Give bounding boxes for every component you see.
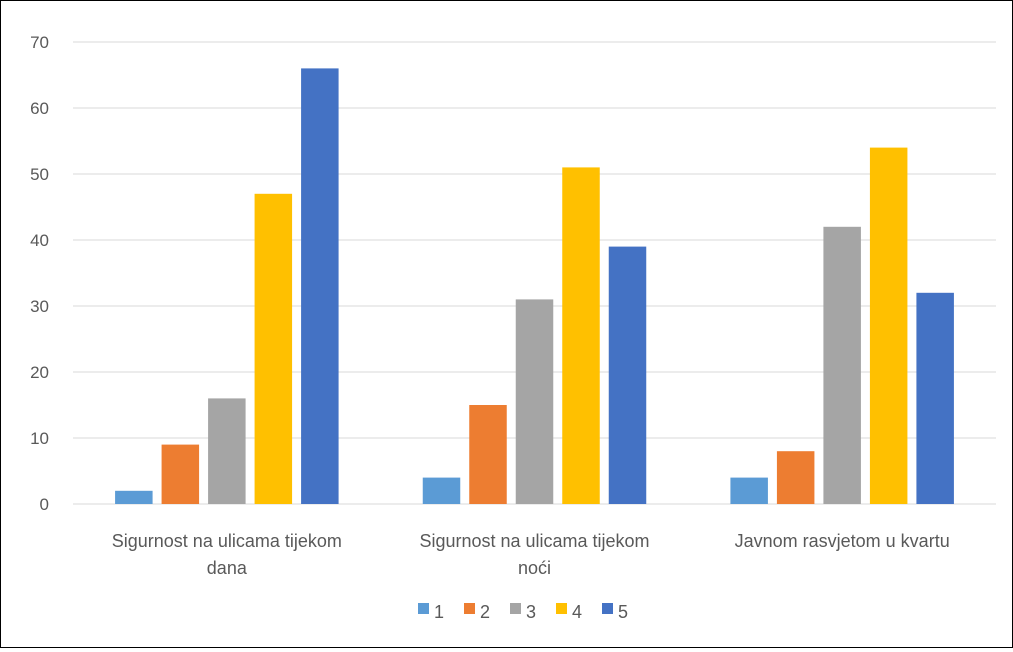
y-tick-label: 30 — [30, 297, 49, 316]
bar-series-2-cat-3 — [776, 451, 815, 504]
y-tick-label: 60 — [30, 99, 49, 118]
bars — [115, 68, 954, 505]
bar-series-3-cat-2 — [515, 299, 554, 504]
legend: 1 2 3 4 5 — [418, 602, 628, 622]
legend-label-3: 3 — [526, 602, 536, 622]
x-category-label: Javnom rasvjetom u kvartu — [735, 531, 950, 551]
legend-swatch-1 — [418, 603, 429, 614]
bar-series-5-cat-2 — [608, 246, 647, 504]
bar-series-5-cat-1 — [301, 68, 339, 505]
y-tick-label: 10 — [30, 429, 49, 448]
bar-series-4-cat-2 — [562, 167, 600, 504]
legend-label-5: 5 — [618, 602, 628, 622]
legend-label-4: 4 — [572, 602, 582, 622]
y-tick-label: 70 — [30, 33, 49, 52]
legend-swatch-3 — [510, 603, 521, 614]
y-axis-labels: 0 10 20 30 40 50 60 70 — [30, 33, 49, 514]
legend-label-1: 1 — [434, 602, 444, 622]
y-tick-label: 50 — [30, 165, 49, 184]
bar-series-1-cat-2 — [422, 477, 461, 504]
bar-series-4-cat-3 — [869, 147, 908, 504]
y-tick-label: 20 — [30, 363, 49, 382]
legend-swatch-2 — [464, 603, 475, 614]
legend-swatch-4 — [556, 603, 567, 614]
bar-series-1-cat-3 — [730, 477, 768, 504]
bar-series-4-cat-1 — [254, 193, 293, 505]
y-tick-label: 0 — [40, 495, 49, 514]
legend-swatch-5 — [602, 603, 613, 614]
bar-series-2-cat-2 — [469, 405, 507, 504]
y-tick-label: 40 — [30, 231, 49, 250]
legend-label-2: 2 — [480, 602, 490, 622]
bar-series-1-cat-1 — [115, 490, 153, 504]
bar-series-2-cat-1 — [161, 444, 200, 504]
bar-series-3-cat-3 — [823, 226, 861, 505]
x-category-label: Sigurnost na ulicama tijekom noći — [419, 531, 649, 578]
bar-series-5-cat-3 — [916, 292, 954, 504]
x-axis-labels: Sigurnost na ulicama tijekom dana Sigurnos… — [112, 531, 950, 578]
bar-series-3-cat-1 — [208, 398, 246, 504]
x-category-label: Sigurnost na ulicama tijekom dana — [112, 531, 342, 578]
